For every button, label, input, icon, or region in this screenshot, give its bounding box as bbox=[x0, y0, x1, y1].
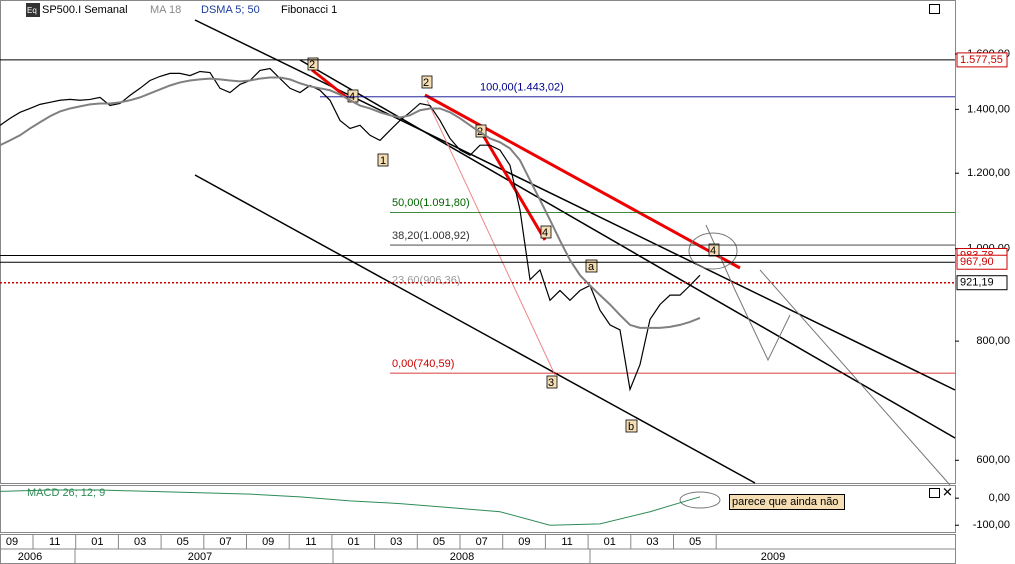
trend-line bbox=[478, 129, 547, 241]
price-label: 1.577,55 bbox=[960, 54, 1003, 66]
plot-frame bbox=[0, 0, 956, 484]
close-button[interactable]: ✕ bbox=[942, 484, 953, 499]
wave-label: 2 bbox=[307, 57, 319, 71]
app-icon bbox=[26, 3, 40, 17]
macd-tick-label: 0,00 bbox=[989, 492, 1010, 504]
price-label: 967,90 bbox=[960, 256, 994, 268]
fib-label: 100,00(1.443,02) bbox=[480, 82, 564, 94]
wave-text: 2 bbox=[423, 77, 429, 89]
macd-tick-label: -100,00 bbox=[973, 519, 1010, 531]
trend-line bbox=[424, 93, 741, 270]
macd-frame bbox=[0, 485, 956, 533]
note-box bbox=[729, 494, 845, 510]
toolbar: Eq SP500.I Semanal MA 18 DSMA 5; 50 Fibo… bbox=[26, 3, 953, 499]
year-label: 2009 bbox=[761, 551, 785, 563]
projection bbox=[705, 224, 791, 362]
x-tick-label: 11 bbox=[49, 536, 60, 548]
wave-text: 2 bbox=[309, 59, 315, 71]
x-tick-label: 05 bbox=[689, 536, 701, 548]
x-tick-label: 09 bbox=[6, 536, 18, 548]
price-box bbox=[956, 275, 1008, 291]
year-label: 2007 bbox=[188, 551, 212, 563]
fib-label: 0,00(740,59) bbox=[392, 358, 454, 370]
x-tick-label: 11 bbox=[305, 536, 316, 548]
x-tick-label: 05 bbox=[177, 536, 189, 548]
highlight-circle bbox=[688, 232, 738, 270]
x-tick-label: 09 bbox=[518, 536, 530, 548]
x-tick-label: 11 bbox=[561, 536, 572, 548]
chart-title[interactable]: SP500.I Semanal bbox=[42, 4, 128, 16]
wave-text: 4 bbox=[710, 245, 716, 257]
indicator[interactable]: DSMA 5; 50 bbox=[201, 4, 260, 16]
wave-text: 3 bbox=[548, 377, 554, 389]
maximize-button[interactable] bbox=[929, 488, 940, 498]
wave-label: 4 bbox=[708, 243, 720, 257]
x-tick-label: 03 bbox=[390, 536, 402, 548]
x-tick-label: 01 bbox=[347, 536, 359, 548]
macd-line bbox=[0, 489, 701, 526]
y-tick-label: 1.400,00 bbox=[967, 103, 1010, 115]
fib-label: 50,00(1.091,80) bbox=[392, 197, 470, 209]
price-line bbox=[0, 67, 701, 392]
trend-lines bbox=[194, 19, 956, 509]
wave-text: b bbox=[628, 421, 634, 433]
price-box bbox=[956, 52, 1008, 68]
price-line bbox=[0, 76, 701, 329]
x-tick-label: 05 bbox=[433, 536, 445, 548]
indicator[interactable]: MA 18 bbox=[150, 4, 181, 16]
x-tick-label: 09 bbox=[262, 536, 274, 548]
year-label: 2008 bbox=[450, 551, 474, 563]
macd-title[interactable]: MACD 26; 12; 9 bbox=[27, 487, 105, 499]
channel-line bbox=[194, 19, 956, 391]
channel-line bbox=[194, 174, 756, 484]
x-tick-label: 07 bbox=[219, 536, 231, 548]
wave-text: 4 bbox=[542, 227, 548, 239]
year-label: 2006 bbox=[18, 551, 42, 563]
wave-label: a bbox=[585, 259, 598, 273]
channel-line bbox=[299, 59, 956, 439]
highlight-circle bbox=[679, 491, 721, 509]
price-box bbox=[956, 254, 1008, 270]
y-tick-label: 600,00 bbox=[976, 454, 1010, 466]
x-tick-label: 01 bbox=[91, 536, 103, 548]
y-tick-label: 800,00 bbox=[976, 335, 1010, 347]
wave-label: 3 bbox=[546, 375, 558, 389]
x-tick-label: 03 bbox=[646, 536, 658, 548]
wave-label: 2 bbox=[421, 75, 433, 89]
trend-line bbox=[311, 68, 351, 102]
projection bbox=[759, 269, 951, 486]
fib-label: 38,20(1.008,92) bbox=[392, 230, 470, 242]
fib-line bbox=[426, 99, 556, 376]
maximize-button[interactable] bbox=[929, 4, 940, 14]
note: parece que ainda não bbox=[732, 496, 838, 508]
fib-label: 23,60(906,36) bbox=[392, 274, 461, 286]
price-label: 921,19 bbox=[960, 277, 994, 289]
wave-label: 4 bbox=[540, 225, 552, 239]
y-tick-label: 1.200,00 bbox=[967, 167, 1010, 179]
wave-text: a bbox=[588, 261, 595, 273]
x-tick-label: 07 bbox=[476, 536, 488, 548]
indicator[interactable]: Fibonacci 1 bbox=[281, 4, 337, 16]
wave-label: 1 bbox=[377, 153, 389, 167]
wave-label: b bbox=[625, 419, 638, 433]
wave-text: 1 bbox=[380, 155, 386, 167]
x-tick-label: 03 bbox=[134, 536, 146, 548]
app-icon-text: Eq bbox=[27, 6, 37, 15]
x-tick-label: 01 bbox=[604, 536, 616, 548]
